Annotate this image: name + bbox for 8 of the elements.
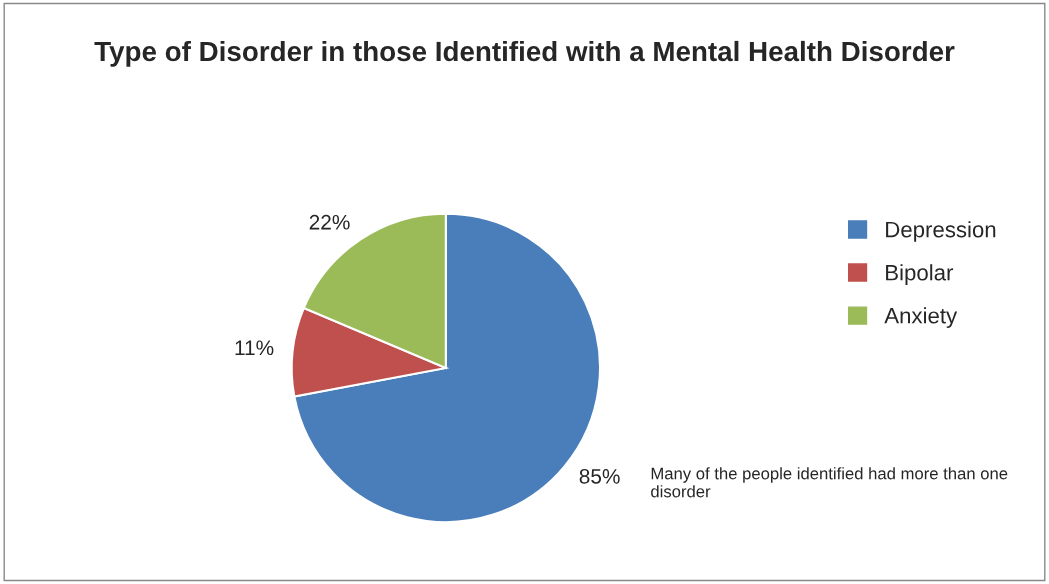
- data-label: 22%: [309, 214, 350, 230]
- data-label: 11%: [235, 340, 274, 356]
- text: Many of the people identified had more than one disorder: [651, 467, 1008, 498]
- legend-label: Bipolar: [886, 264, 954, 285]
- chart-title: Type of Disorder in those Identified with a Mental Health Disorder: [94, 40, 955, 67]
- legend-label: Anxiety: [884, 307, 958, 328]
- legend-label: Depression: [886, 221, 996, 242]
- data-label: 85%: [579, 468, 620, 484]
